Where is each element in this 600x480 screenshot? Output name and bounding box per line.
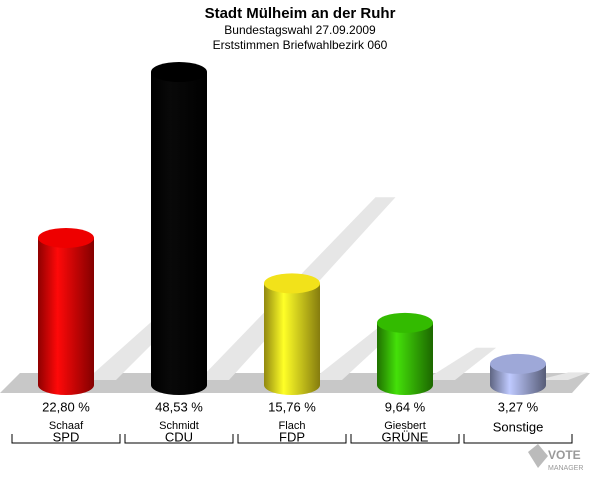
value-label: 15,76 % — [268, 399, 316, 414]
category-bracket — [11, 434, 121, 444]
logo-text: VOTE — [548, 448, 581, 462]
x-tick-label: FDP — [279, 429, 305, 444]
candidate-label: Giesbert — [384, 420, 426, 432]
category-bracket — [463, 434, 573, 444]
bar-shadow — [425, 347, 497, 380]
candidate-label: Schmidt — [159, 420, 199, 432]
value-label: 9,64 % — [385, 399, 426, 414]
bar-top — [377, 312, 433, 333]
chart-subtitle: Bundestagswahl 27.09.2009 — [224, 23, 376, 37]
chart-title: Stadt Mülheim an der Ruhr — [205, 5, 396, 22]
x-tick-label: SPD — [53, 429, 80, 444]
bar — [377, 322, 433, 385]
category-bracket — [124, 434, 234, 444]
value-label: 48,53 % — [155, 399, 203, 414]
bar-top — [264, 273, 320, 294]
bar — [264, 283, 320, 385]
bar-top — [38, 227, 94, 248]
category-bracket — [237, 434, 347, 444]
category-bracket — [350, 434, 460, 444]
candidate-label: Flach — [279, 420, 306, 432]
x-tick-label: CDU — [165, 429, 193, 444]
candidate-label: Schaaf — [49, 420, 84, 432]
logo-text: MANAGER — [548, 465, 583, 472]
bar-top — [490, 353, 546, 374]
bar — [151, 72, 207, 385]
bar-top — [151, 62, 207, 82]
value-label: 22,80 % — [42, 399, 90, 414]
x-tick-label: Sonstige — [493, 419, 544, 434]
logo-icon — [528, 444, 548, 468]
value-label: 3,27 % — [498, 399, 539, 414]
x-tick-label: GRÜNE — [382, 429, 429, 444]
logo: VOTE MANAGER — [528, 444, 583, 472]
bar — [38, 237, 94, 385]
bar-shadow — [538, 372, 589, 380]
chart-subtitle: Erststimmen Briefwahlbezirk 060 — [213, 38, 388, 52]
